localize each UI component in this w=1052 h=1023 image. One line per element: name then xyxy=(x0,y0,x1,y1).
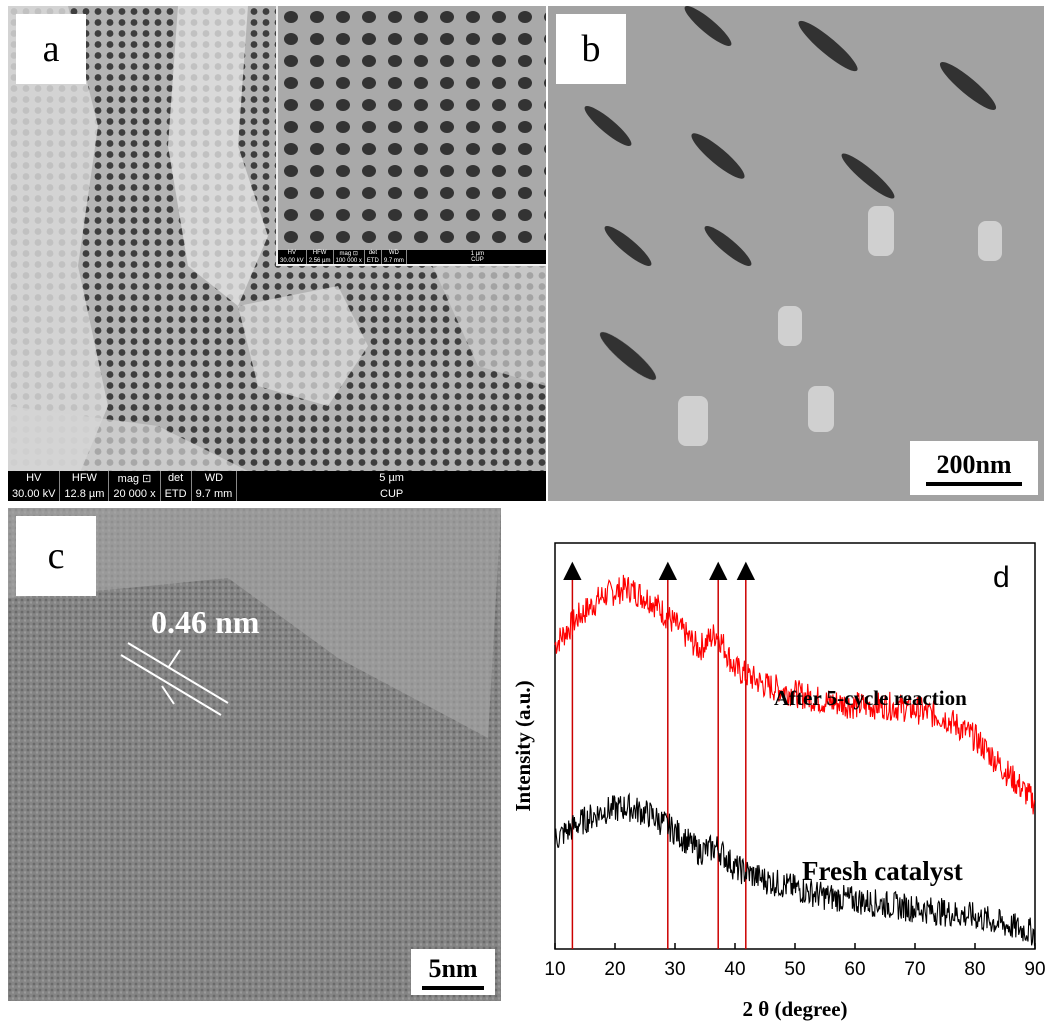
panel-a-label: a xyxy=(16,14,86,84)
peak-marker-triangle: ▲ xyxy=(737,555,756,583)
peak-marker-triangle: ▲ xyxy=(709,555,728,583)
series-line-0 xyxy=(554,574,1036,815)
mag-value: 20 000 x xyxy=(113,488,156,500)
x-tick-label: 10 xyxy=(544,959,565,980)
lattice-spacing-label: 0.46 nm xyxy=(151,604,260,640)
panel-d-xrd-chart: ▲ ▲ ▲ ▲ 10 20 30 40 50 60 70 80 90 d After 5-cycle … xyxy=(506,508,1052,1023)
xrd-chart-svg: ▲ ▲ ▲ ▲ 10 20 30 40 50 60 70 80 90 d After 5-cycle … xyxy=(511,542,1046,1021)
panel-c-label: c xyxy=(16,516,96,596)
panel-b-label: b xyxy=(556,14,626,84)
x-tick-label: 60 xyxy=(844,959,865,980)
peak-marker-triangle: ▲ xyxy=(659,555,678,583)
series-label-fresh-catalyst: Fresh catalyst xyxy=(802,856,963,886)
wd-value: 9.7 mm xyxy=(195,488,233,500)
tem-texture xyxy=(548,6,1044,501)
series-label-after-reaction: After 5-cycle reaction xyxy=(774,686,967,710)
det-value: ETD xyxy=(164,488,187,500)
mag-label: mag ⊡ xyxy=(117,473,152,485)
panel-d-label: d xyxy=(993,561,1010,594)
panel-c-hrtem-image: c 0.46 nm 5nm xyxy=(8,508,501,1001)
x-axis-label: 2 θ (degree) xyxy=(742,997,847,1021)
hfw-value: 12.8 µm xyxy=(64,488,105,500)
x-tick-label: 20 xyxy=(604,959,625,980)
hrtem-scale-label: 5nm xyxy=(428,954,478,983)
sem-info-bar: HV 30.00 kV HFW 12.8 µm mag ⊡ 20 000 x det E… xyxy=(8,471,546,501)
x-tick-label: 30 xyxy=(664,959,685,980)
hv-value: 30.00 kV xyxy=(12,488,56,500)
hfw-label: HFW xyxy=(71,472,97,484)
peak-marker-triangle: ▲ xyxy=(563,555,582,583)
x-tick-label: 70 xyxy=(904,959,925,980)
x-tick-label: 90 xyxy=(1024,959,1045,980)
x-tick-label: 80 xyxy=(964,959,985,980)
det-label: det xyxy=(167,472,184,484)
tem-scale-bar: 200nm xyxy=(910,441,1038,495)
sem-scale-label: 5 µm xyxy=(379,472,404,484)
sem-inset-image: HV 30.00 kV HFW 2.56 µm mag ⊡ 100 000 x det… xyxy=(276,6,546,266)
y-axis-label: Intensity (a.u.) xyxy=(511,680,535,811)
inset-info-bar: HV 30.00 kV HFW 2.56 µm mag ⊡ 100 000 x det… xyxy=(278,250,546,264)
panel-a-sem-image: HV 30.00 kV HFW 2.56 µm mag ⊡ 100 000 x det… xyxy=(8,6,546,501)
x-tick-label: 40 xyxy=(724,959,745,980)
tem-scale-label: 200nm xyxy=(936,450,1012,479)
wd-label: WD xyxy=(204,472,224,484)
x-tick-label: 50 xyxy=(784,959,805,980)
hv-label: HV xyxy=(26,472,42,484)
sem-lab-label: CUP xyxy=(380,488,404,500)
series-line-1 xyxy=(554,792,1036,946)
panel-b-tem-image: b 200nm xyxy=(548,6,1044,501)
hrtem-scale-bar: 5nm xyxy=(411,949,495,995)
